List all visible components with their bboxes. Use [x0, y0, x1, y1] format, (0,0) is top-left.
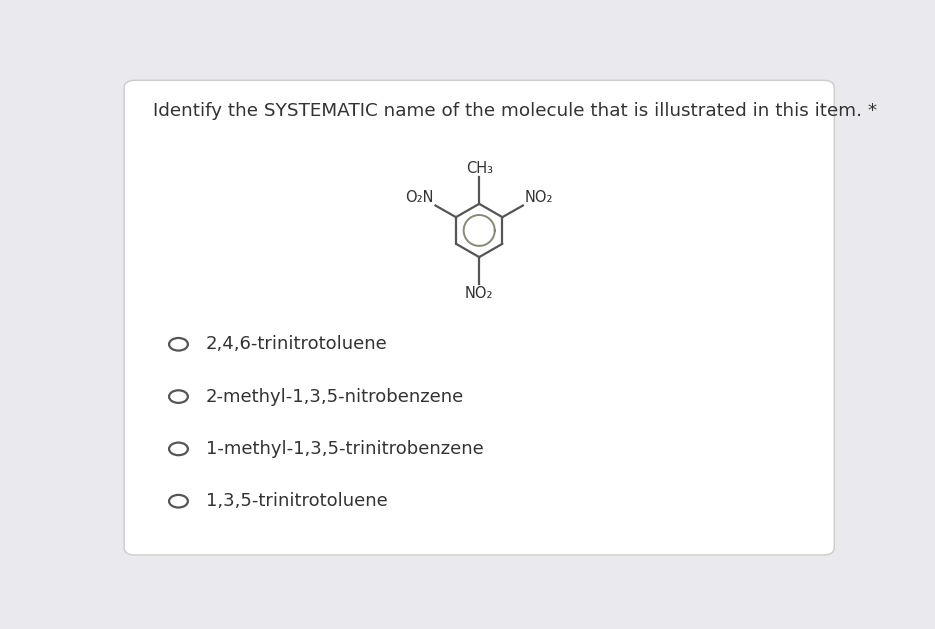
Text: Identify the SYSTEMATIC name of the molecule that is illustrated in this item. *: Identify the SYSTEMATIC name of the mole…	[153, 102, 877, 120]
Text: 1,3,5-trinitrotoluene: 1,3,5-trinitrotoluene	[206, 493, 388, 510]
Text: CH₃: CH₃	[466, 161, 493, 175]
Text: 2-methyl-1,3,5-nitrobenzene: 2-methyl-1,3,5-nitrobenzene	[206, 387, 465, 406]
Text: NO₂: NO₂	[525, 189, 554, 204]
Text: 2,4,6-trinitrotoluene: 2,4,6-trinitrotoluene	[206, 335, 388, 353]
FancyBboxPatch shape	[124, 81, 834, 555]
Text: 1-methyl-1,3,5-trinitrobenzene: 1-methyl-1,3,5-trinitrobenzene	[206, 440, 483, 458]
Text: NO₂: NO₂	[465, 286, 494, 301]
Text: O₂N: O₂N	[405, 189, 433, 204]
